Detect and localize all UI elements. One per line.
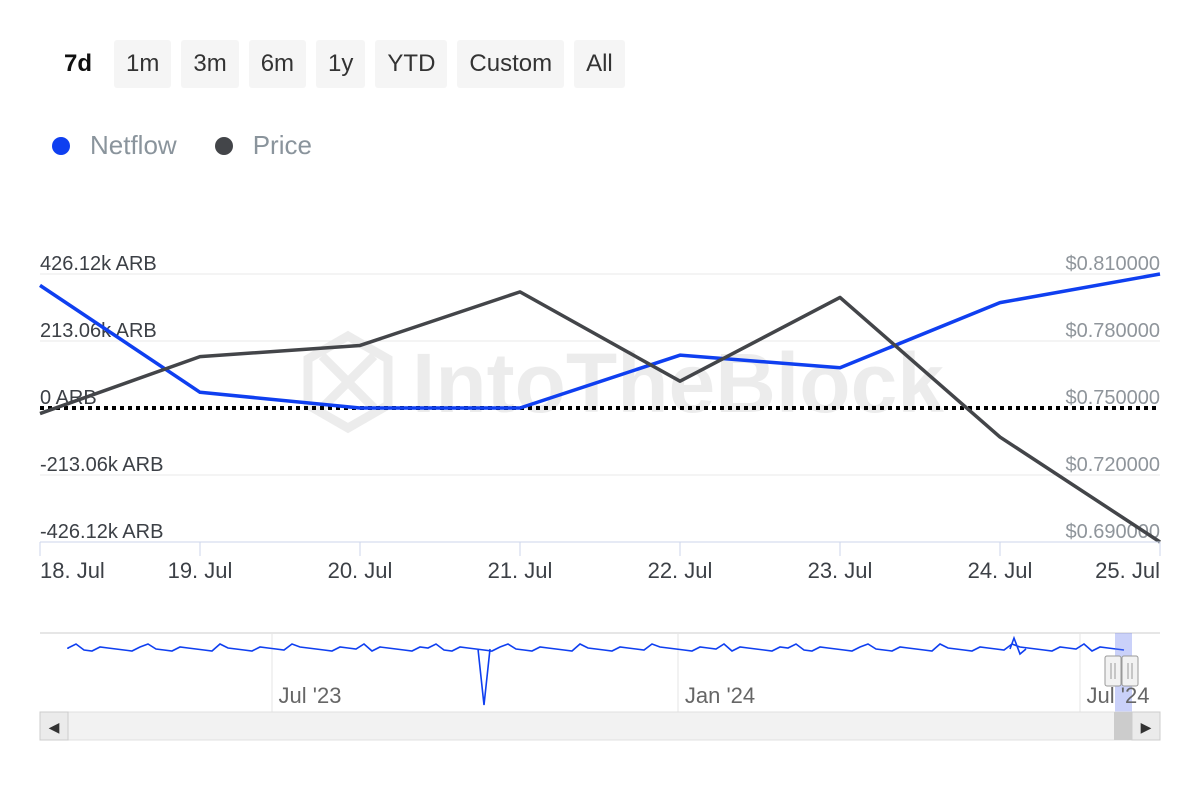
intotheblock-watermark: IntoTheBlock: [303, 330, 944, 434]
y-left-tick-label: 0 ARB: [40, 387, 97, 409]
range-button-custom[interactable]: Custom: [457, 40, 565, 88]
y-left-tick-label: 426.12k ARB: [40, 253, 157, 275]
series-line-price: [39, 290, 1161, 544]
range-button-6m[interactable]: 6m: [248, 40, 307, 88]
x-tick-label: 22. Jul: [648, 558, 713, 583]
range-button-1y[interactable]: 1y: [316, 40, 366, 88]
x-tick-label: 23. Jul: [808, 558, 873, 583]
legend-label: Price: [252, 130, 312, 160]
scroll-right-arrow-icon: ▶: [1141, 719, 1152, 735]
scrollbar-track[interactable]: [39, 711, 1161, 741]
navigator-label: Jul '24: [1087, 683, 1150, 708]
navigator-handle[interactable]: [1104, 655, 1122, 687]
chart-legend: Netflow Price: [52, 130, 312, 161]
range-button-all[interactable]: All: [574, 40, 625, 88]
legend-marker-icon: [52, 136, 70, 155]
navigator-series-line: [67, 635, 1125, 706]
x-tick-label: 24. Jul: [968, 558, 1033, 583]
x-tick-label: 25. Jul: [1095, 558, 1160, 583]
x-tick-label: 18. Jul: [40, 558, 105, 583]
scroll-right-button[interactable]: [1131, 711, 1161, 741]
svg-text:IntoTheBlock: IntoTheBlock: [412, 336, 944, 430]
y-right-tick-label: $0.780000: [1065, 320, 1160, 342]
x-tick-label: 20. Jul: [328, 558, 393, 583]
y-right-tick-label: $0.810000: [1065, 253, 1160, 275]
time-range-selector: 7d 1m 3m 6m 1y YTD Custom All: [52, 40, 625, 88]
navigator-label: Jul '23: [279, 683, 342, 708]
y-left-tick-label: 213.06k ARB: [40, 320, 157, 342]
legend-item-netflow[interactable]: Netflow: [52, 130, 177, 161]
y-left-tick-label: -426.12k ARB: [40, 521, 163, 543]
scroll-left-button[interactable]: [39, 711, 69, 741]
legend-item-price[interactable]: Price: [214, 130, 312, 161]
legend-label: Netflow: [90, 130, 177, 160]
scrollbar-thumb[interactable]: [1114, 712, 1132, 740]
navigator-handle[interactable]: [1121, 655, 1139, 687]
range-button-7d[interactable]: 7d: [52, 40, 105, 88]
navigator-label: Jan '24: [685, 683, 755, 708]
series-line-netflow: [39, 272, 1161, 410]
y-left-tick-label: -213.06k ARB: [40, 454, 163, 476]
scroll-left-arrow-icon: ◀: [49, 719, 60, 735]
range-button-1m[interactable]: 1m: [114, 40, 172, 88]
legend-marker-icon: [214, 136, 233, 155]
range-button-3m[interactable]: 3m: [181, 40, 239, 88]
range-button-ytd[interactable]: YTD: [375, 40, 448, 88]
x-tick-label: 19. Jul: [168, 558, 233, 583]
y-right-tick-label: $0.750000: [1065, 387, 1160, 409]
x-tick-label: 21. Jul: [488, 558, 553, 583]
y-right-tick-label: $0.720000: [1065, 454, 1160, 476]
